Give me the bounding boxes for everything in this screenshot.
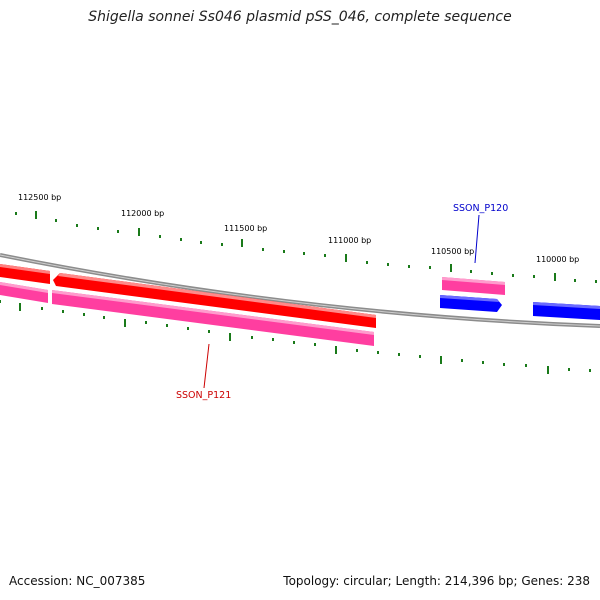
callout-line-ssonp121 bbox=[203, 343, 210, 389]
red-gene-ssonp121-strand[interactable] bbox=[53, 273, 376, 328]
ruler-label-110000: 110000 bp bbox=[536, 255, 579, 264]
pink-gene-ssonp120[interactable] bbox=[442, 277, 505, 295]
pink-gene-left[interactable] bbox=[0, 282, 48, 303]
accession-text: Accession: NC_007385 bbox=[9, 574, 146, 588]
blue-gene-right[interactable] bbox=[533, 302, 600, 320]
gene-label-ssonp121[interactable]: SSON_P121 bbox=[176, 390, 231, 401]
upper-tick-row bbox=[15, 211, 597, 283]
topology-summary: Topology: circular; Length: 214,396 bp; … bbox=[283, 574, 590, 588]
callout-line-ssonp120 bbox=[474, 214, 480, 264]
ruler-label-110500: 110500 bp bbox=[431, 247, 474, 256]
map-title: Shigella sonnei Ss046 plasmid pSS_046, c… bbox=[88, 9, 512, 25]
lower-tick-row bbox=[0, 300, 591, 374]
red-gene-left[interactable] bbox=[0, 264, 50, 284]
ruler-label-112000: 112000 bp bbox=[121, 209, 164, 218]
pink-gene-ssonp121[interactable] bbox=[52, 290, 374, 346]
ruler-label-111000: 111000 bp bbox=[328, 236, 371, 245]
blue-gene-ssonp120[interactable] bbox=[440, 295, 502, 312]
ruler-label-112500: 112500 bp bbox=[18, 193, 61, 202]
ruler-label-111500: 111500 bp bbox=[224, 224, 267, 233]
gene-label-ssonp120[interactable]: SSON_P120 bbox=[453, 203, 508, 214]
